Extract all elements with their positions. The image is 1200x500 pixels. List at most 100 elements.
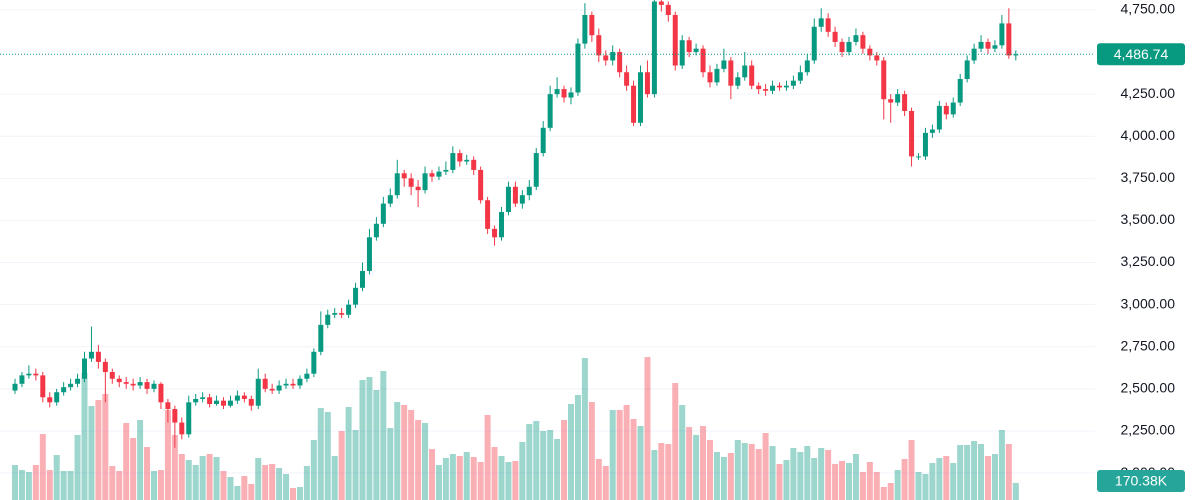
volume-bar bbox=[519, 442, 526, 500]
volume-bar bbox=[707, 440, 713, 500]
candle-body bbox=[832, 31, 838, 42]
y-tick-label: 2,750.00 bbox=[1121, 337, 1176, 353]
candle-body bbox=[936, 105, 942, 130]
volume-bar bbox=[151, 471, 157, 500]
candle-body bbox=[651, 1, 657, 95]
candle-body bbox=[790, 80, 796, 86]
candle-body bbox=[471, 159, 477, 170]
candle-body bbox=[443, 169, 449, 172]
candle-body bbox=[540, 127, 546, 154]
volume-bar bbox=[491, 447, 498, 500]
volume-bar bbox=[825, 450, 832, 500]
candle-body bbox=[234, 395, 240, 401]
volume-bar bbox=[178, 454, 185, 500]
candle-body bbox=[526, 186, 532, 196]
volume-bar bbox=[526, 424, 533, 500]
candle-body bbox=[387, 195, 393, 204]
volume-bar bbox=[686, 427, 693, 500]
volume-bar bbox=[276, 468, 283, 500]
volume-bar bbox=[137, 420, 144, 500]
candle-body bbox=[422, 173, 428, 191]
volume-bar bbox=[269, 464, 276, 500]
candle-body bbox=[283, 383, 289, 386]
candle-body bbox=[186, 402, 192, 435]
volume-bar bbox=[470, 457, 477, 500]
volume-bar bbox=[463, 452, 470, 500]
candle-body bbox=[707, 72, 713, 83]
volume-bar bbox=[804, 446, 811, 500]
candle-body bbox=[61, 387, 67, 393]
volume-bar bbox=[67, 471, 74, 500]
volume-bar bbox=[713, 452, 720, 500]
candle-body bbox=[88, 351, 94, 359]
volume-bar bbox=[700, 426, 707, 500]
volume-bar bbox=[449, 454, 456, 500]
grid bbox=[0, 9, 1095, 474]
volume-bar bbox=[887, 483, 894, 500]
candle-body bbox=[554, 89, 560, 95]
volume-bar bbox=[616, 410, 623, 500]
volume-bar bbox=[429, 449, 435, 500]
candle-body bbox=[700, 48, 706, 73]
candle-body bbox=[860, 35, 866, 49]
candle-body bbox=[777, 85, 782, 88]
volume-bar bbox=[164, 410, 171, 500]
volume-bar bbox=[338, 431, 345, 500]
last-volume-label: 170.38K bbox=[1115, 473, 1168, 489]
candle-body bbox=[207, 397, 213, 405]
candle-body bbox=[929, 129, 935, 133]
candle-body bbox=[68, 383, 74, 388]
volume-bar bbox=[25, 472, 32, 500]
volume-bar bbox=[53, 455, 60, 500]
candle-body bbox=[123, 382, 129, 384]
volume-bar bbox=[498, 456, 505, 500]
volume-bar bbox=[852, 454, 859, 500]
volume-bar bbox=[484, 415, 491, 500]
candle-body bbox=[492, 228, 498, 238]
volume-bar bbox=[435, 465, 442, 500]
candle-body bbox=[40, 375, 46, 398]
volume-bar bbox=[998, 430, 1005, 500]
candle-body bbox=[179, 422, 185, 435]
candle-body bbox=[429, 173, 435, 177]
volume-bar bbox=[727, 453, 734, 500]
volume-bar bbox=[943, 456, 950, 500]
volume-bar bbox=[832, 464, 839, 500]
candle-body bbox=[499, 212, 504, 238]
volume-bar bbox=[401, 405, 408, 500]
candle-body bbox=[401, 173, 407, 179]
candle-body bbox=[638, 72, 643, 123]
candle-body bbox=[19, 375, 25, 384]
volume-bar bbox=[157, 470, 164, 500]
volume-bar bbox=[102, 394, 109, 500]
candle-body bbox=[881, 60, 887, 100]
volume-bar bbox=[936, 458, 943, 500]
candle-body bbox=[214, 400, 220, 405]
candle-body bbox=[95, 351, 101, 362]
volume-bar bbox=[227, 477, 234, 500]
volume-bar bbox=[109, 466, 116, 500]
candle-body bbox=[624, 72, 630, 86]
volume-bar bbox=[81, 373, 88, 500]
volume-bar bbox=[818, 448, 825, 500]
volume-bar bbox=[651, 450, 658, 500]
candle-body bbox=[568, 92, 574, 98]
candle-body bbox=[144, 382, 150, 389]
volume-bar bbox=[658, 443, 665, 500]
candle-body bbox=[380, 203, 386, 224]
volume-bar bbox=[213, 457, 220, 500]
candle-body bbox=[964, 60, 970, 79]
candle-body bbox=[54, 392, 60, 403]
candle-body bbox=[12, 383, 18, 391]
candle-body bbox=[617, 52, 623, 73]
volume-bar bbox=[32, 465, 39, 500]
candle-body bbox=[227, 400, 233, 406]
candle-body bbox=[665, 4, 671, 15]
candle-body bbox=[825, 18, 831, 32]
candle-body bbox=[950, 102, 956, 115]
candle-body bbox=[248, 398, 254, 406]
candle-body bbox=[304, 373, 310, 379]
volume-bar bbox=[776, 464, 783, 500]
candle-body bbox=[916, 156, 921, 158]
